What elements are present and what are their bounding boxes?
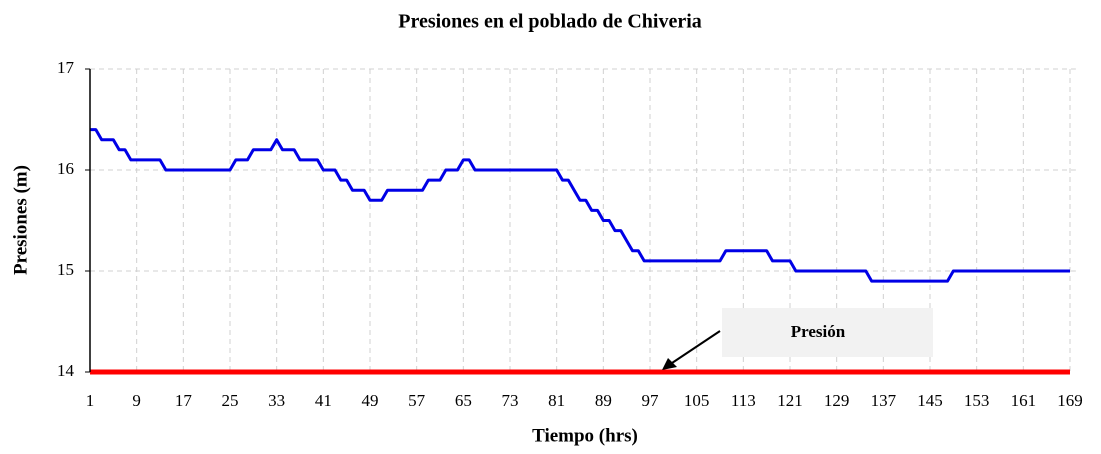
x-tick-label: 89 (595, 391, 612, 410)
x-tick-label: 113 (731, 391, 756, 410)
annotation-arrow (671, 330, 721, 364)
y-axis-label: Presiones (m) (10, 165, 31, 275)
chart-title: Presiones en el poblado de Chiveria (398, 11, 702, 33)
x-tick-label: 121 (777, 391, 803, 410)
x-tick-label: 153 (964, 391, 990, 410)
x-tick-label: 97 (642, 391, 660, 410)
annotation: Presión (791, 322, 846, 341)
x-tick-label: 161 (1011, 391, 1037, 410)
x-tick-label: 65 (455, 391, 472, 410)
x-tick-label: 17 (175, 391, 193, 410)
x-tick-label: 49 (362, 391, 379, 410)
x-axis-label: Tiempo (hrs) (532, 425, 638, 446)
x-tick-label: 81 (548, 391, 565, 410)
x-tick-label: 129 (824, 391, 850, 410)
y-tick-label: 16 (57, 159, 74, 178)
y-tick-label: 15 (57, 260, 74, 279)
y-tick-label: 17 (57, 58, 75, 77)
x-tick-label: 25 (222, 391, 239, 410)
grid (90, 68, 1076, 372)
annotation-arrowhead (662, 358, 677, 370)
x-tick-label: 33 (268, 391, 285, 410)
line-series (90, 128, 1070, 283)
annotation-box (722, 308, 933, 357)
x-tick-label: 9 (132, 391, 141, 410)
x-tick-label: 73 (502, 391, 519, 410)
x-tick-label: 41 (315, 391, 332, 410)
x-tick-label: 137 (871, 391, 897, 410)
x-tick-label: 145 (917, 391, 943, 410)
x-tick-label: 105 (684, 391, 710, 410)
y-tick-label: 14 (57, 361, 75, 380)
plot-area (90, 128, 1070, 375)
x-tick-label: 169 (1057, 391, 1083, 410)
x-tick-label: 57 (408, 391, 426, 410)
x-tick-label: 1 (86, 391, 95, 410)
